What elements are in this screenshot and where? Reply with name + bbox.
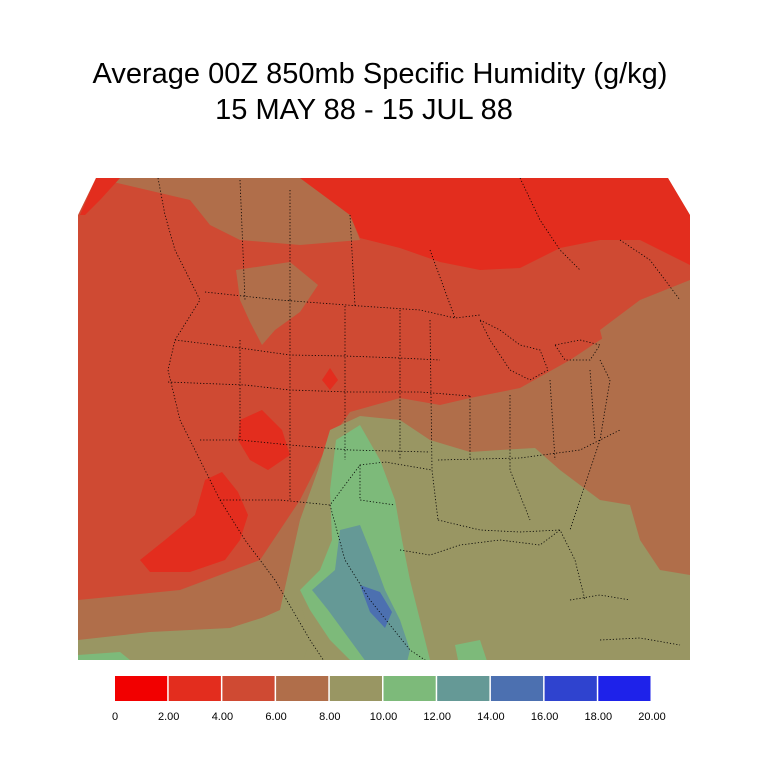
field-2-4-southwest xyxy=(140,472,248,572)
colorbar: 0 2.00 4.00 6.00 8.00 10.00 12.00 14.00 16.00 18.… xyxy=(112,676,666,723)
colorbar-swatch xyxy=(276,676,329,701)
colorbar-tick-label: 6.00 xyxy=(265,711,286,723)
colorbar-swatch xyxy=(544,676,597,701)
colorbar-swatch xyxy=(329,676,382,701)
colorbar-swatch xyxy=(383,676,436,701)
colorbar-tick-label: 16.00 xyxy=(531,711,559,723)
colorbar-tick-label: 20.00 xyxy=(638,711,666,723)
colorbar-tick-label: 4.00 xyxy=(212,711,233,723)
colorbar-tick-label: 10.00 xyxy=(370,711,398,723)
chart-subtitle: 15 MAY 88 - 15 JUL 88 xyxy=(215,94,513,126)
colorbar-tick-label: 12.00 xyxy=(423,711,451,723)
colorbar-tick-label: 0 xyxy=(112,711,118,723)
contour-fields xyxy=(78,178,690,660)
field-6-8-nw xyxy=(96,178,360,245)
field-14-16 xyxy=(360,585,392,628)
colorbar-tick-label: 8.00 xyxy=(319,711,340,723)
field-12-14 xyxy=(312,525,410,660)
colorbar-swatch xyxy=(222,676,275,701)
colorbar-swatch xyxy=(437,676,490,701)
field-6-8-plateau xyxy=(236,262,318,345)
field-6-8-ne xyxy=(600,280,690,380)
colorbar-swatch xyxy=(168,676,221,701)
colorbar-tick-label: 18.00 xyxy=(585,711,613,723)
field-2-4-basin xyxy=(238,410,290,470)
colorbar-tick-label: 2.00 xyxy=(158,711,179,723)
border-us-canada xyxy=(204,291,481,319)
field-2-4-north xyxy=(300,178,690,270)
colorbar-swatch xyxy=(490,676,544,701)
west-coastline xyxy=(157,178,331,660)
chart-title: Average 00Z 850mb Specific Humidity (g/k… xyxy=(92,58,668,90)
colorbar-tick-label: 14.00 xyxy=(477,711,505,723)
colorbar-swatch xyxy=(598,676,651,701)
colorbar-swatch xyxy=(115,676,168,701)
boundaries xyxy=(157,178,681,660)
